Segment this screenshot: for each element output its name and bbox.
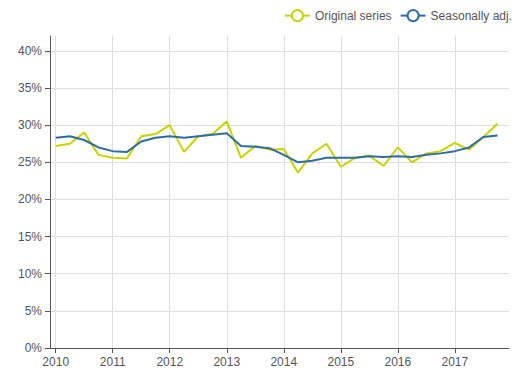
svg-text:20%: 20% bbox=[18, 192, 42, 206]
svg-text:10%: 10% bbox=[18, 267, 42, 281]
svg-text:2015: 2015 bbox=[327, 355, 354, 369]
svg-text:0%: 0% bbox=[25, 341, 43, 355]
svg-text:2014: 2014 bbox=[270, 355, 297, 369]
svg-text:15%: 15% bbox=[18, 230, 42, 244]
svg-text:5%: 5% bbox=[25, 304, 43, 318]
svg-text:2013: 2013 bbox=[213, 355, 240, 369]
svg-text:30%: 30% bbox=[18, 118, 42, 132]
svg-text:2016: 2016 bbox=[384, 355, 411, 369]
svg-text:2010: 2010 bbox=[42, 355, 69, 369]
svg-text:40%: 40% bbox=[18, 44, 42, 58]
svg-text:35%: 35% bbox=[18, 81, 42, 95]
svg-text:25%: 25% bbox=[18, 155, 42, 169]
svg-text:Original series: Original series bbox=[315, 9, 392, 23]
svg-text:2012: 2012 bbox=[156, 355, 183, 369]
svg-text:2011: 2011 bbox=[100, 355, 126, 369]
svg-text:2017: 2017 bbox=[441, 355, 468, 369]
svg-text:Seasonally adj.: Seasonally adj. bbox=[431, 9, 512, 23]
